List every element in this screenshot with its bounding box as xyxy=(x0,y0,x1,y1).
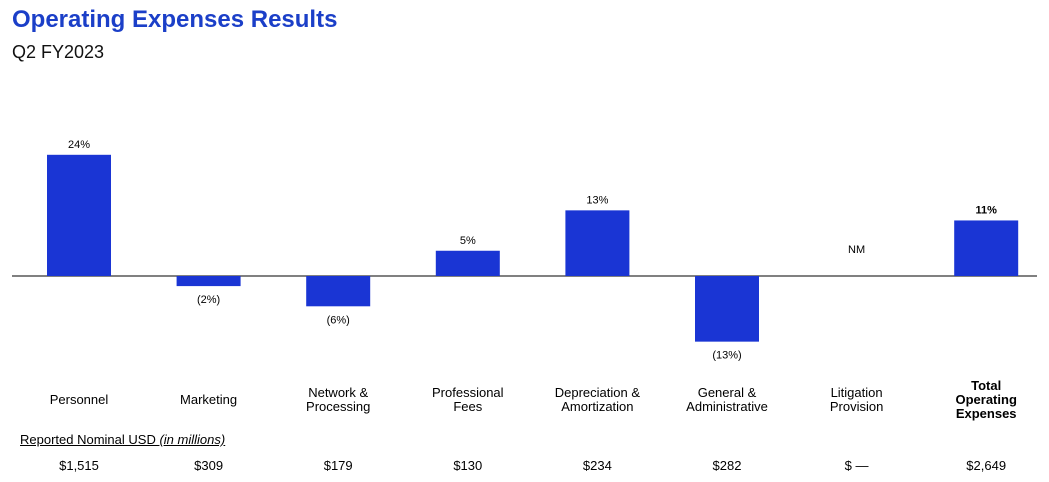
bar-depreciation-amortization xyxy=(565,210,630,276)
amount-depreciation-amortization: $234 xyxy=(582,458,612,473)
amount-general-administrative: $282 xyxy=(712,458,742,473)
data-label-personnel: 24% xyxy=(68,139,90,151)
footnote: Reported Nominal USD (in millions) xyxy=(20,432,225,447)
bar-marketing xyxy=(176,276,241,287)
data-label-litigation-provision: NM xyxy=(848,244,865,256)
bar-total-operating-expenses xyxy=(954,220,1019,276)
data-label-marketing: (2%) xyxy=(197,294,220,306)
data-label-general-administrative: (13%) xyxy=(712,350,741,362)
amount-marketing: $309 xyxy=(194,458,224,473)
footnote-text: Reported Nominal USD xyxy=(20,432,160,447)
category-label-total-operating-expenses: Total Operating Expenses xyxy=(955,378,1017,421)
data-label-network-processing: (6%) xyxy=(327,314,350,326)
data-label-professional-fees: 5% xyxy=(460,235,476,247)
category-label-personnel: Personnel xyxy=(49,392,109,407)
bar-personnel xyxy=(47,154,111,276)
page-subtitle: Q2 FY2023 xyxy=(12,42,105,62)
bar-general-administrative xyxy=(695,276,759,342)
category-label-professional-fees: Professional Fees xyxy=(432,385,504,414)
amount-litigation-provision: $ — xyxy=(844,458,869,473)
amount-professional-fees: $130 xyxy=(453,458,483,473)
category-label-litigation-provision: Litigation Provision xyxy=(829,385,884,414)
page-title: Operating Expenses Results xyxy=(12,6,338,33)
amount-total-operating-expenses: $2,649 xyxy=(966,458,1007,473)
data-label-total-operating-expenses: 11% xyxy=(975,204,997,216)
data-label-depreciation-amortization: 13% xyxy=(586,194,608,206)
amount-network-processing: $179 xyxy=(323,458,353,473)
footnote-unit: (in millions) xyxy=(159,432,226,447)
category-label-marketing: Marketing xyxy=(180,392,238,407)
bar-professional-fees xyxy=(435,250,500,276)
amount-personnel: $1,515 xyxy=(59,458,99,473)
bar-network-processing xyxy=(306,276,371,307)
category-label-network-processing: Network & Processing xyxy=(306,385,371,414)
category-label-general-administrative: General & Administrative xyxy=(686,385,768,414)
category-label-depreciation-amortization: Depreciation & Amortization xyxy=(554,385,641,414)
